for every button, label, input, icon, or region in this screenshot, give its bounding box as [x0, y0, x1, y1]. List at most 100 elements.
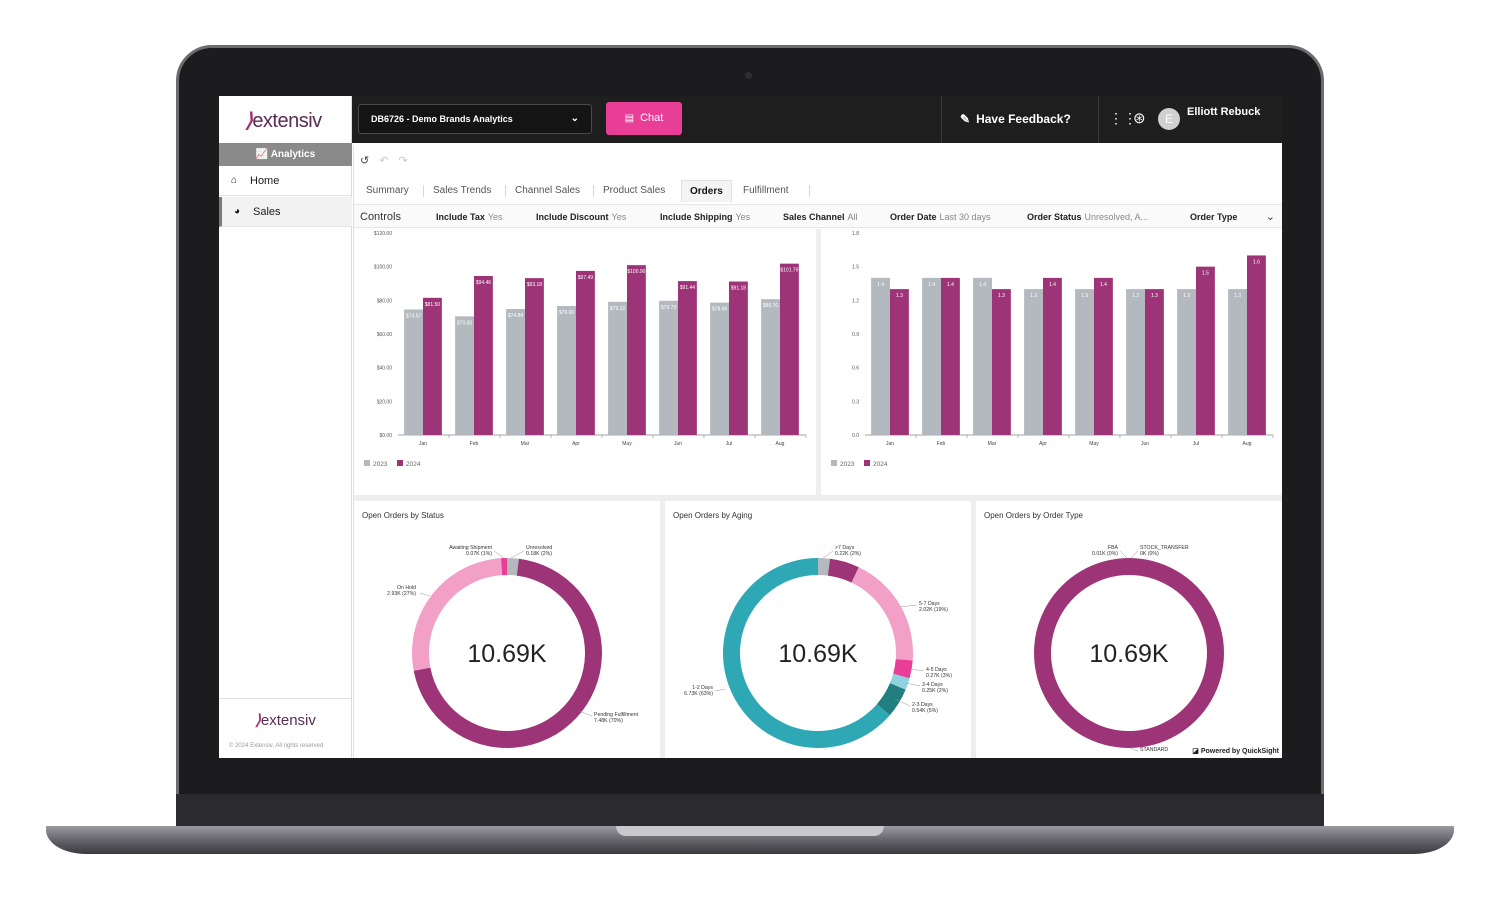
bar-2024-aug — [1246, 255, 1266, 435]
controls-bar: Controls Include Tax Yes Include Discount… — [354, 204, 1282, 228]
slice-value: 0.27K (3%) — [926, 673, 952, 679]
bar-2024-mar — [524, 278, 544, 435]
data-label: 1.3 — [1030, 293, 1037, 299]
data-label: $70.50 — [457, 320, 473, 326]
donut-slice — [851, 567, 913, 661]
data-label: $79.12 — [610, 306, 626, 312]
panel-title: Open Orders by Order Type — [984, 511, 1084, 520]
dashboard-content: ↺ ↶ ↷ Summary Sales Trends Channel Sales P… — [353, 146, 1282, 758]
edit-icon: ✎ — [960, 112, 971, 126]
tab-sales-trends[interactable]: Sales Trends — [433, 185, 492, 196]
copyright: © 2024 Extensiv, All rights reserved — [229, 743, 324, 749]
apps-grid-icon[interactable]: ⋮⋮ — [1109, 110, 1137, 126]
control-sales-channel[interactable]: Sales Channel All — [783, 212, 858, 222]
y-tick-label: $20.00 — [377, 399, 393, 405]
undo-icon[interactable]: ↶ — [379, 155, 389, 167]
footer-logo: ⟩extensiv — [255, 712, 316, 729]
sheet-tabs: Summary Sales Trends Channel Sales Produ… — [354, 180, 1282, 202]
donut-slice — [507, 558, 519, 576]
sidebar: ⟩extensiv 📈 Analytics ⌂ Home ◕ Sales ⟩ex… — [219, 96, 352, 758]
bar-2023-jan — [404, 309, 423, 435]
y-tick-label: $60.00 — [377, 332, 393, 338]
data-label: $94.46 — [476, 280, 492, 286]
chevron-down-icon[interactable]: ⌄ — [1265, 211, 1275, 223]
bar-chart-panel-sales[interactable]: $0.00 $20.00 $40.00 $60.00 $80.00 $100.00 $120… — [354, 229, 816, 495]
sidebar-item-sales[interactable]: ◕ Sales — [219, 197, 352, 227]
data-label: $78.66 — [712, 307, 728, 313]
bar-2024-jul — [728, 281, 748, 435]
x-tick-label: Apr — [1039, 441, 1047, 447]
tab-channel-sales[interactable]: Channel Sales — [515, 185, 581, 196]
data-label: 1.6 — [1253, 259, 1260, 265]
slice-label: Awaiting Shipment — [449, 545, 492, 551]
slice-label: STANDARD — [1140, 747, 1168, 753]
donut-panel-order-type[interactable]: Open Orders by Order Type 10.69K STOCK_TR… — [976, 501, 1282, 758]
control-include-shipping[interactable]: Include Shipping Yes — [660, 212, 751, 222]
control-order-date[interactable]: Order Date Last 30 days — [890, 212, 991, 222]
donut-center-value: 10.69K — [778, 640, 858, 668]
panel-title: Open Orders by Status — [362, 511, 444, 520]
top-bar: DB6726 - Demo Brands Analytics ⌄ ▤ Chat ✎… — [352, 96, 1282, 143]
bar-2023-jul — [710, 302, 729, 435]
bar-2023-feb — [455, 316, 474, 435]
tab-fulfillment[interactable]: Fulfillment — [743, 185, 789, 196]
slice-value: 2.02K (19%) — [919, 607, 948, 613]
x-tick-label: Jun — [1141, 441, 1149, 447]
user-name[interactable]: Elliott Rebuck — [1187, 106, 1261, 118]
donut-slice — [889, 673, 910, 690]
reset-icon[interactable]: ↺ — [360, 155, 370, 167]
data-label: 1.4 — [877, 282, 884, 288]
extensiv-logo[interactable]: ⟩extensiv — [245, 110, 322, 132]
pie-icon: ◕ — [234, 206, 241, 217]
control-order-type[interactable]: Order Type — [1190, 212, 1238, 222]
bar-2024-apr — [575, 270, 595, 435]
dashboard-select[interactable]: DB6726 - Demo Brands Analytics ⌄ — [358, 104, 592, 134]
control-include-discount[interactable]: Include Discount Yes — [536, 212, 627, 222]
powered-by-quicksight[interactable]: ◪ Powered by QuickSight — [1192, 748, 1279, 755]
bar-2024-jan — [889, 289, 909, 435]
data-label: 1.3 — [998, 293, 1005, 299]
donut-panel-aging[interactable]: Open Orders by Aging 10.69K >7 Days 0.22K … — [665, 501, 971, 758]
chat-button[interactable]: ▤ Chat — [606, 102, 682, 135]
leader-line — [1129, 747, 1139, 752]
slice-value: 0.18K (2%) — [526, 551, 552, 557]
donut-panel-status[interactable]: Open Orders by Status 10.69K Unresolved 0.… — [354, 501, 660, 758]
slice-value: 6.73K (63%) — [684, 691, 713, 697]
bar-2024-feb — [940, 277, 960, 435]
leader-line — [899, 604, 918, 608]
leader-line — [578, 710, 593, 717]
data-label: $93.18 — [527, 282, 543, 288]
slice-value: 7.48K (70%) — [594, 718, 623, 724]
bar-2023-may — [608, 301, 627, 435]
slice-label: 3-4 Days — [922, 682, 943, 688]
divider — [941, 96, 942, 143]
donut-center-value: 10.69K — [1089, 640, 1169, 668]
tab-orders[interactable]: Orders — [681, 180, 732, 202]
control-order-status[interactable]: Order Status Unresolved, A... — [1027, 212, 1149, 222]
tab-product-sales[interactable]: Product Sales — [603, 185, 666, 196]
avatar[interactable]: E — [1158, 108, 1180, 130]
analytics-tab[interactable]: 📈 Analytics — [219, 143, 352, 166]
y-tick-label: 1.5 — [852, 265, 859, 271]
y-tick-label: $80.00 — [377, 298, 393, 304]
x-tick-label: Feb — [470, 441, 479, 447]
control-include-tax[interactable]: Include Tax Yes — [436, 212, 503, 222]
help-icon[interactable]: ⊛ — [1133, 110, 1146, 127]
bar-chart-panel-units[interactable]: 0.0 0.3 0.6 0.9 1.2 1.5 1.8 1.4 1.3 Jan 1.4 1.4 Feb 1… — [821, 229, 1282, 495]
redo-icon[interactable]: ↷ — [398, 155, 408, 167]
data-label: 1.3 — [1234, 293, 1241, 299]
bar-2023-apr — [1024, 289, 1043, 435]
y-tick-label: 0.9 — [852, 332, 859, 338]
x-tick-label: Apr — [572, 441, 580, 447]
leader-line — [1119, 550, 1128, 559]
feedback-button[interactable]: ✎ Have Feedback? — [960, 112, 1071, 126]
slice-label: 1-2 Days — [692, 685, 713, 691]
bar-chart-units: 0.0 0.3 0.6 0.9 1.2 1.5 1.8 1.4 1.3 Jan 1.4 1.4 Feb 1… — [831, 231, 1274, 468]
data-label: 1.3 — [1081, 293, 1088, 299]
laptop-bezel-bottom — [176, 794, 1324, 828]
tab-summary[interactable]: Summary — [366, 185, 409, 196]
logo-mark-icon: ⟩ — [245, 110, 253, 132]
data-label: 1.5 — [1202, 271, 1209, 277]
sidebar-item-home[interactable]: ⌂ Home — [219, 166, 352, 196]
